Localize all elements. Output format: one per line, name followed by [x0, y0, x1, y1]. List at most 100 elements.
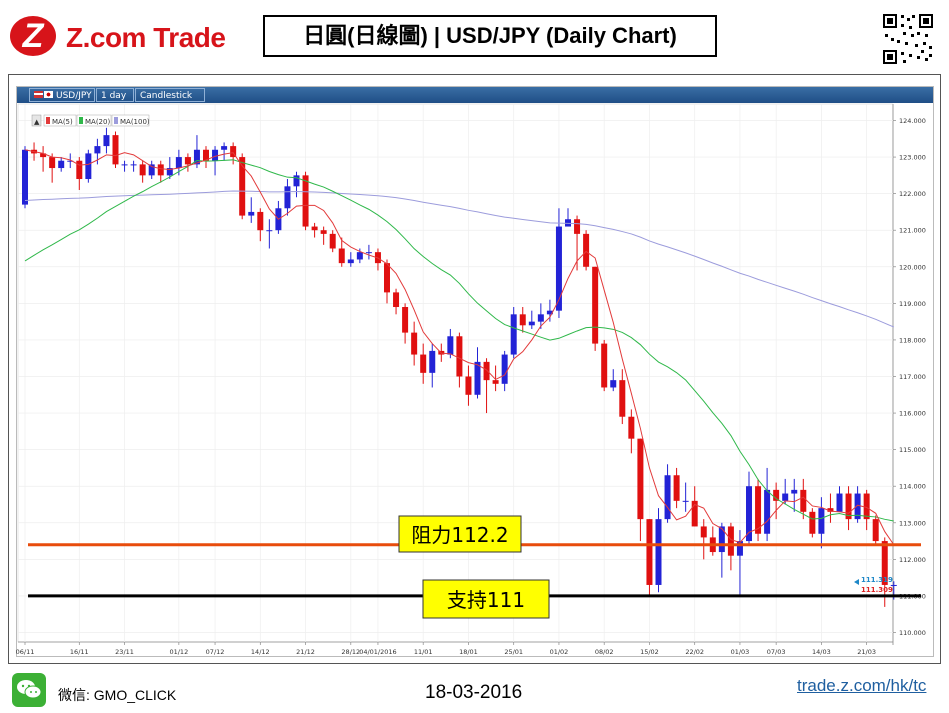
y-tick-label: 115.000 [899, 446, 926, 454]
candle-body [782, 493, 789, 501]
candle [429, 343, 436, 388]
y-tick-label: 124.000 [899, 117, 926, 125]
candle [121, 160, 128, 172]
candle [682, 482, 689, 512]
page-title: 日圓(日線圖) | USD/JPY (Daily Chart) [263, 15, 717, 57]
ma100-swatch [114, 117, 118, 124]
candle-body [546, 310, 553, 315]
candle-body [764, 489, 771, 534]
candle-body [800, 489, 807, 512]
candle-body [212, 149, 219, 161]
candle-body [691, 500, 698, 527]
ma5-swatch [46, 117, 50, 124]
candle [664, 464, 671, 523]
candle [736, 530, 743, 596]
candle [637, 438, 644, 542]
candle-body [501, 354, 508, 384]
candle-body [583, 233, 590, 267]
candle-body [148, 164, 155, 176]
candle-body [347, 259, 354, 264]
candle [863, 489, 870, 531]
x-tick-label: 01/12 [169, 648, 188, 656]
candle [302, 171, 309, 231]
us-flag-icon [34, 91, 43, 98]
candle-body [574, 219, 581, 234]
chart-style-selector[interactable]: Candlestick [135, 88, 205, 102]
candle [311, 222, 318, 238]
symbol-selector[interactable]: USD/JPY [29, 88, 95, 102]
x-axis-ticks: 06/11 16/11 23/11 01/12 07/12 14/12 21/12 28/12… [16, 642, 876, 656]
candle [718, 522, 725, 578]
chart-legend[interactable]: ▲ MA(5) MA(20) MA(100) [31, 114, 150, 127]
candle [510, 307, 517, 359]
chart-toolbar: USD/JPY 1 day Candlestick [17, 87, 933, 103]
logo-text: Z.com Trade [66, 22, 226, 53]
candle-body [356, 252, 363, 260]
y-tick-label: 113.000 [899, 519, 926, 527]
ma5-line [24, 149, 895, 546]
candle [257, 208, 264, 242]
candle-body [664, 475, 671, 520]
x-tick-label: 14/12 [251, 648, 270, 656]
candle [393, 288, 400, 315]
candle [148, 160, 155, 180]
candle-body [773, 489, 780, 501]
candle [456, 332, 463, 388]
candle [203, 146, 209, 169]
candle [67, 153, 74, 169]
candle-body [673, 475, 680, 501]
candle [827, 493, 834, 523]
wechat-id: 微信: GMO_CLICK [58, 687, 177, 703]
candle [628, 409, 635, 454]
candle [166, 157, 173, 180]
plot-area [17, 103, 894, 643]
candle [501, 350, 508, 392]
candle [329, 230, 336, 253]
candle [601, 339, 608, 392]
candle [546, 299, 553, 322]
candle [845, 486, 852, 531]
support-label: 支持111 [422, 579, 550, 619]
candle [411, 321, 418, 366]
candle [773, 482, 780, 520]
candle [818, 497, 825, 549]
resistance-label: 阻力112.2 [398, 515, 522, 553]
candle-body [718, 526, 725, 553]
candle-body [682, 500, 689, 502]
x-tick-label: 22/02 [685, 648, 704, 656]
candle [76, 157, 83, 190]
candle [103, 127, 110, 154]
candle [474, 347, 481, 399]
x-tick-label: 07/12 [206, 648, 225, 656]
candle [184, 153, 191, 172]
x-tick-label: 06/11 [16, 648, 35, 656]
y-tick-label: 120.000 [899, 263, 926, 271]
candle-body [230, 146, 237, 158]
candle-body [311, 226, 318, 231]
website-link[interactable]: trade.z.com/hk/tc [797, 676, 927, 695]
candle [402, 303, 409, 344]
x-tick-label: 21/03 [857, 648, 876, 656]
resistance-text: 阻力112.2 [411, 523, 508, 547]
legend-ma5: MA(5) [52, 118, 73, 126]
y-tick-label: 117.000 [899, 373, 926, 381]
candle-body [130, 164, 137, 166]
candle [284, 179, 291, 216]
candle-body [836, 493, 843, 512]
candle-body [266, 230, 273, 232]
candle-body [293, 175, 300, 187]
wechat-icon[interactable] [12, 673, 46, 707]
last-price-markers: 111.319 111.309 [854, 576, 893, 594]
candle [836, 486, 843, 512]
candle [139, 160, 146, 183]
interval-selector[interactable]: 1 day [96, 88, 134, 102]
candle [483, 358, 490, 414]
candle [727, 522, 734, 571]
candle [221, 142, 228, 161]
candle [700, 519, 707, 560]
candle-body [302, 175, 309, 227]
candle [492, 365, 499, 392]
candle-body [112, 135, 119, 165]
brand-logo: Z Z.com Trade [10, 14, 226, 60]
